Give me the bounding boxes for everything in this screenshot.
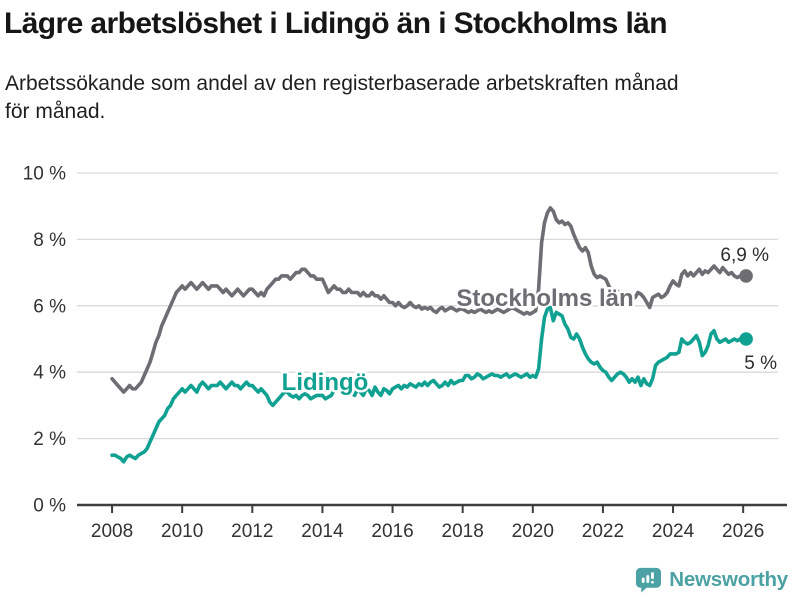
x-tick-label: 2014 <box>301 521 344 542</box>
series-line <box>110 206 748 394</box>
x-tick-label: 2020 <box>512 521 554 542</box>
x-tick-label: 2010 <box>161 521 203 542</box>
series-line <box>110 305 748 464</box>
y-tick-label: 10 % <box>23 164 66 185</box>
x-tick-label: 2026 <box>722 521 764 542</box>
x-tick-label: 2018 <box>442 521 484 542</box>
y-tick-label: 6 % <box>33 296 66 317</box>
x-tick-label: 2016 <box>371 521 413 542</box>
y-tick-label: 8 % <box>33 230 66 251</box>
y-tick-label: 2 % <box>33 429 66 450</box>
x-tick-label: 2008 <box>91 521 133 542</box>
y-tick-label: 4 % <box>33 363 66 384</box>
series-end-value: 6,9 % <box>720 245 769 266</box>
chart-title: Lägre arbetslöshet i Lidingö än i Stockh… <box>4 7 668 40</box>
series-label: Stockholms län <box>456 285 633 312</box>
y-tick-label: 0 % <box>33 496 66 517</box>
series-label: Lidingö <box>282 369 369 396</box>
newsworthy-brand-name: Newsworthy <box>669 567 788 591</box>
bar-chart-bubble-icon <box>636 567 662 593</box>
x-tick-label: 2022 <box>582 521 624 542</box>
x-tick-label: 2012 <box>231 521 273 542</box>
newsworthy-logo[interactable]: Newsworthy <box>635 566 788 593</box>
series-end-value: 5 % <box>744 353 777 374</box>
series-end-dot <box>739 269 753 283</box>
x-tick-label: 2024 <box>652 521 695 542</box>
series-end-dot <box>739 332 753 346</box>
chart-subtitle: Arbetssökande som andel av den registerb… <box>5 72 679 124</box>
